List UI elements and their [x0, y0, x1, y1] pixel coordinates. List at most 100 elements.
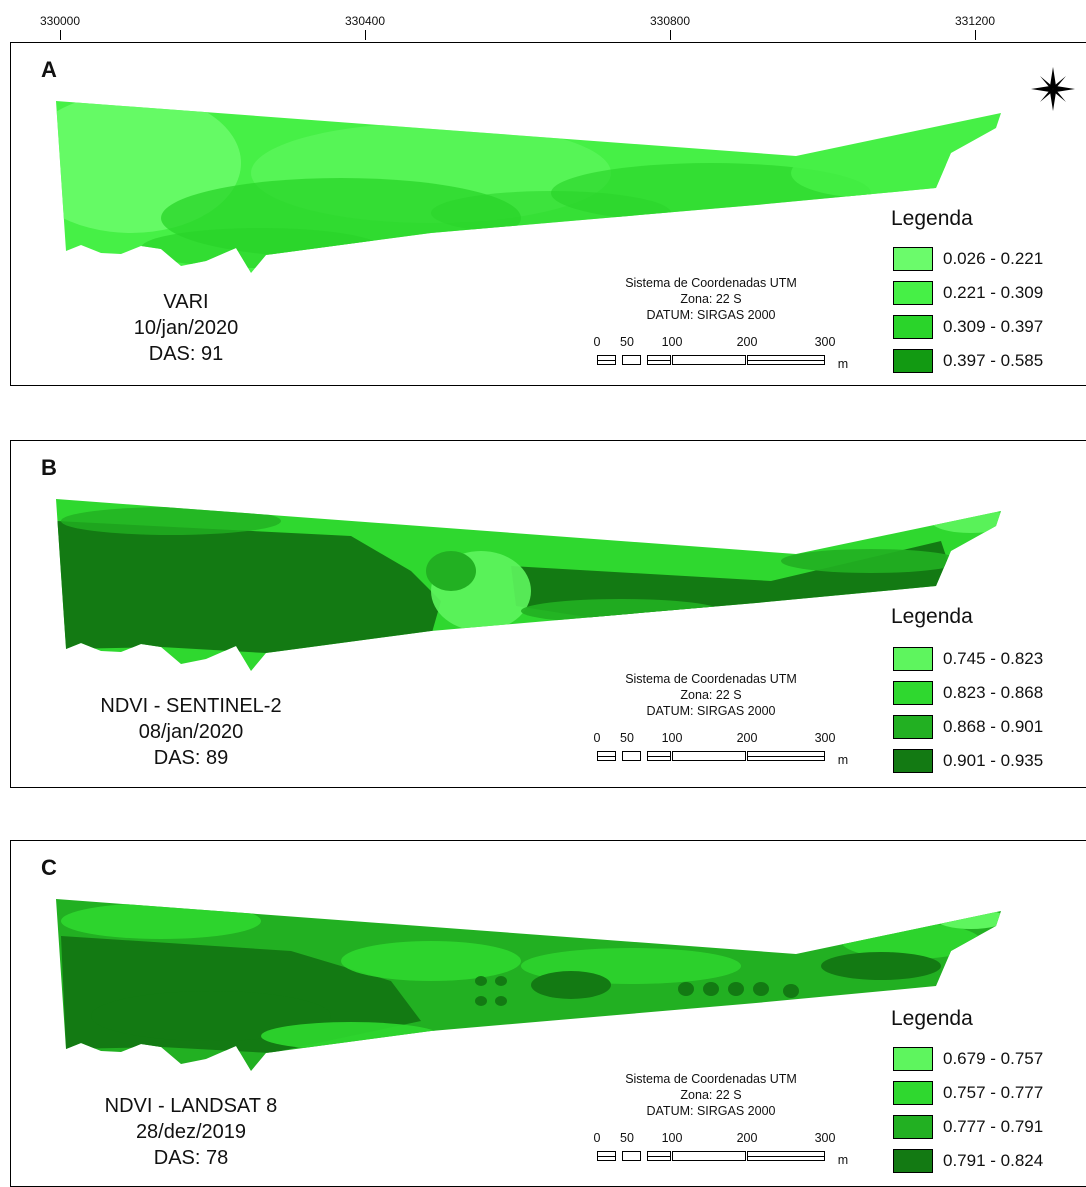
x-tick-label: 330800: [649, 14, 691, 28]
class-zone: [531, 971, 611, 999]
crs-note: Sistema de Coordenadas UTM Zona: 22 S DA…: [591, 1071, 831, 1119]
legend-swatch: [893, 247, 933, 271]
scale-unit: m: [837, 1153, 849, 1167]
scale-segment: [672, 355, 746, 365]
legend-label: 0.026 - 0.221: [943, 249, 1044, 268]
legend-label: 0.757 - 0.777: [943, 1083, 1044, 1102]
class-zone: [783, 984, 799, 998]
class-zone: [91, 991, 331, 1041]
panel-letter: C: [41, 855, 57, 880]
legend-label: 0.823 - 0.868: [943, 683, 1044, 702]
scale-midline: [597, 756, 616, 757]
crs-line: Zona: 22 S: [680, 688, 742, 702]
class-zone: [931, 509, 1001, 533]
scale-label: 300: [814, 335, 836, 349]
scale-segment: [622, 1151, 641, 1161]
crs-line: Sistema de Coordenadas UTM: [625, 276, 797, 290]
class-zone: [431, 191, 671, 235]
crs-note: Sistema de Coordenadas UTM Zona: 22 S DA…: [591, 671, 831, 719]
crs-line: Sistema de Coordenadas UTM: [625, 1072, 797, 1086]
scale-label: 0: [593, 1131, 601, 1145]
x-tick-label: 331200: [954, 14, 996, 28]
map-panel-b: B NDVI - SENTINEL-2 08/jan/2020 DAS: 89 …: [10, 440, 1086, 788]
info-line: NDVI - LANDSAT 8: [104, 1095, 278, 1117]
scale-midline: [597, 360, 616, 361]
legend-swatch: [893, 749, 933, 773]
legend-label: 0.309 - 0.397: [943, 317, 1044, 336]
legend-swatch: [893, 281, 933, 305]
scale-segment: [622, 751, 641, 761]
scale-label: 200: [736, 1131, 758, 1145]
map-panel-c: C NDVI - LANDSAT 8 28/dez/2019 DAS: 78 S…: [10, 840, 1086, 1187]
scale-label: 50: [620, 1131, 634, 1145]
legend-label: 0.745 - 0.823: [943, 649, 1044, 668]
legend-label: 0.791 - 0.824: [943, 1151, 1044, 1170]
legend-swatch: [893, 647, 933, 671]
scale-segment: [672, 751, 746, 761]
scale-midline: [647, 756, 671, 757]
legend-swatch: [893, 715, 933, 739]
class-zone: [781, 549, 961, 573]
scale-midline: [597, 1156, 616, 1157]
scale-label: 100: [661, 335, 683, 349]
x-tick-label: 330400: [344, 14, 386, 28]
crs-line: DATUM: SIRGAS 2000: [646, 1104, 776, 1118]
crs-line: Sistema de Coordenadas UTM: [625, 672, 797, 686]
panel-info: NDVI - LANDSAT 8 28/dez/2019 DAS: 78: [71, 1093, 311, 1171]
class-zone: [56, 521, 441, 653]
class-zone: [521, 599, 721, 623]
class-zone: [821, 952, 941, 980]
scale-midline: [647, 360, 671, 361]
scale-label: 50: [620, 731, 634, 745]
crs-line: Zona: 22 S: [680, 292, 742, 306]
scale-label: 0: [593, 335, 601, 349]
info-line: NDVI - SENTINEL-2: [100, 695, 282, 717]
class-zone: [61, 507, 281, 535]
scale-label: 200: [736, 335, 758, 349]
info-line: 10/jan/2020: [133, 317, 239, 339]
legend-swatch: [893, 1149, 933, 1173]
class-zone: [495, 996, 507, 1006]
legend-label: 0.901 - 0.935: [943, 751, 1044, 770]
legend-title: Legenda: [891, 1007, 973, 1030]
info-line: VARI: [163, 291, 209, 313]
field-map: [56, 899, 1001, 1071]
scale-midline: [747, 756, 825, 757]
legend-label: 0.777 - 0.791: [943, 1117, 1044, 1136]
scale-label: 300: [814, 731, 836, 745]
legend-label: 0.397 - 0.585: [943, 351, 1044, 370]
panel-info: NDVI - SENTINEL-2 08/jan/2020 DAS: 89: [71, 693, 311, 771]
class-zone: [703, 982, 719, 996]
scale-midline: [747, 360, 825, 361]
class-zone: [753, 982, 769, 996]
class-zone: [475, 996, 487, 1006]
scale-label: 100: [661, 731, 683, 745]
legend-title: Legenda: [891, 605, 973, 628]
class-zone: [475, 976, 487, 986]
legend-label: 0.679 - 0.757: [943, 1049, 1044, 1068]
x-tick-mark: [975, 30, 976, 40]
scale-label: 300: [814, 1131, 836, 1145]
scale-label: 50: [620, 335, 634, 349]
class-zone: [341, 941, 521, 981]
x-tick-mark: [365, 30, 366, 40]
panel-info: VARI 10/jan/2020 DAS: 91: [71, 289, 301, 367]
class-zone: [678, 982, 694, 996]
scale-midline: [647, 1156, 671, 1157]
info-line: 28/dez/2019: [135, 1121, 247, 1143]
scale-unit: m: [837, 753, 849, 767]
compass-rose-icon: [1031, 67, 1075, 111]
scale-label: 100: [661, 1131, 683, 1145]
info-line: 08/jan/2020: [138, 721, 244, 743]
scale-midline: [747, 1156, 825, 1157]
class-zone: [61, 903, 261, 939]
x-tick-mark: [670, 30, 671, 40]
info-line: DAS: 78: [153, 1147, 229, 1169]
class-zone: [495, 976, 507, 986]
info-line: DAS: 89: [153, 747, 229, 769]
legend-label: 0.868 - 0.901: [943, 717, 1044, 736]
legend-swatch: [893, 315, 933, 339]
crs-line: Zona: 22 S: [680, 1088, 742, 1102]
field-map: [56, 499, 1001, 671]
panel-letter: A: [41, 57, 57, 82]
